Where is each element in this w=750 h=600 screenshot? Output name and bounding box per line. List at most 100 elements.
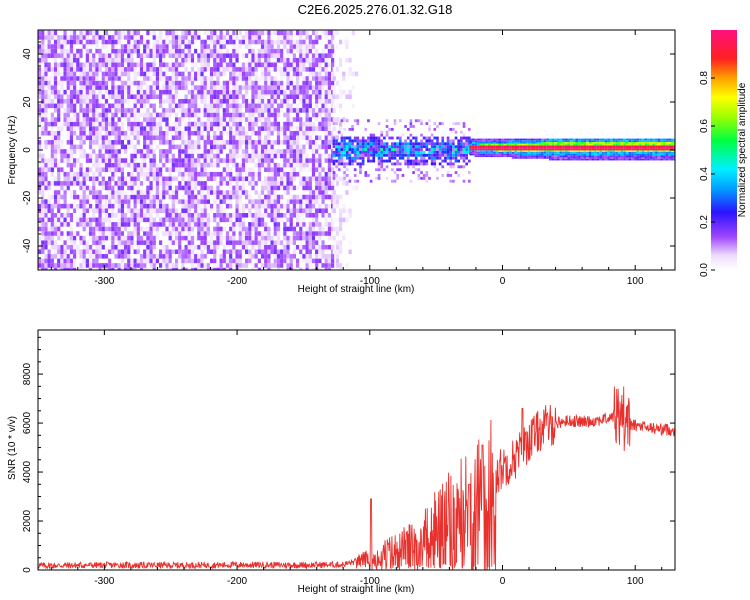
noise-cell — [222, 57, 226, 63]
noise-cell — [133, 121, 137, 127]
noise-cell — [206, 140, 210, 145]
noise-cell — [41, 48, 45, 54]
noise-cell — [311, 126, 316, 131]
noise-cell — [50, 85, 54, 90]
noise-cell — [79, 181, 83, 186]
noise-cell — [41, 231, 45, 236]
noise-cell — [251, 39, 255, 45]
noise-cell — [171, 48, 175, 54]
noise-cell — [120, 240, 124, 245]
noise-cell — [209, 30, 214, 36]
noise-cell — [130, 53, 134, 58]
noise-cell — [50, 30, 54, 36]
noise-cell — [289, 130, 293, 136]
noise-cell — [299, 149, 303, 154]
noise-cell — [47, 85, 51, 90]
signal-cell — [436, 139, 439, 143]
noise-cell — [318, 258, 322, 264]
noise-cell — [146, 190, 150, 195]
noise-cell — [60, 149, 64, 154]
noise-cell — [104, 80, 109, 86]
noise-cell — [47, 35, 51, 40]
noise-cell — [270, 181, 274, 186]
noise-cell — [101, 153, 105, 159]
noise-cell — [143, 171, 147, 177]
signal-cell — [356, 162, 360, 166]
noise-cell — [338, 103, 343, 109]
noise-cell — [117, 226, 121, 232]
signal-cell — [471, 145, 475, 147]
noise-cell — [209, 44, 214, 49]
noise-cell — [181, 176, 185, 182]
signal-cell — [361, 156, 365, 160]
noise-cell — [216, 80, 220, 86]
signal-cell — [404, 145, 407, 149]
noise-cell — [305, 135, 309, 141]
noise-cell — [66, 254, 70, 259]
signal-cell — [525, 141, 528, 144]
noise-cell — [302, 130, 306, 136]
noise-cell — [254, 213, 258, 218]
signal-cell — [533, 143, 536, 146]
noise-cell — [92, 35, 96, 40]
noise-cell — [130, 94, 134, 99]
noise-cell — [299, 89, 303, 95]
noise-cell — [248, 71, 252, 77]
noise-cell — [76, 67, 80, 72]
noise-cell — [190, 267, 195, 270]
noise-cell — [165, 85, 169, 90]
noise-cell — [289, 176, 293, 182]
noise-cell — [101, 80, 105, 86]
noise-cell — [123, 222, 128, 227]
noise-cell — [41, 235, 45, 241]
noise-cell — [248, 35, 252, 40]
noise-cell — [197, 199, 201, 204]
noise-cell — [44, 126, 48, 131]
noise-cell — [203, 235, 207, 241]
noise-cell — [216, 144, 220, 150]
noise-cell — [82, 76, 86, 81]
noise-cell — [267, 254, 271, 259]
noise-cell — [66, 153, 70, 159]
noise-cell — [225, 48, 230, 54]
noise-cell — [66, 140, 70, 145]
signal-cell — [359, 145, 362, 149]
noise-cell — [209, 190, 214, 195]
noise-cell — [206, 226, 210, 232]
noise-cell — [139, 121, 144, 127]
noise-cell — [181, 135, 185, 141]
noise-cell — [95, 71, 99, 77]
noise-cell — [139, 89, 144, 95]
noise-cell — [162, 39, 166, 45]
signal-cell — [462, 122, 466, 126]
noise-cell — [200, 130, 204, 136]
signal-cell — [444, 148, 447, 151]
noise-cell — [264, 135, 268, 141]
noise-cell — [44, 44, 48, 49]
signal-cell — [474, 138, 478, 141]
signal-cell — [337, 162, 341, 166]
noise-cell — [171, 121, 175, 127]
noise-cell — [127, 35, 131, 40]
signal-cell — [361, 150, 365, 154]
signal-cell — [417, 168, 421, 172]
noise-cell — [324, 171, 328, 177]
noise-cell — [251, 117, 255, 122]
noise-cell — [238, 167, 242, 172]
noise-cell — [50, 149, 54, 154]
noise-cell — [251, 67, 255, 72]
signal-cell — [487, 153, 491, 156]
signal-cell — [412, 162, 415, 166]
noise-cell — [197, 121, 201, 127]
noise-cell — [98, 240, 102, 245]
signal-cell — [353, 148, 357, 151]
noise-cell — [143, 153, 147, 159]
noise-cell — [222, 112, 226, 118]
signal-cell — [485, 141, 488, 144]
noise-cell — [197, 258, 201, 264]
signal-cell — [369, 142, 373, 146]
noise-cell — [159, 249, 163, 255]
noise-cell — [222, 171, 226, 177]
signal-cell — [462, 136, 466, 140]
signal-cell — [337, 159, 341, 163]
